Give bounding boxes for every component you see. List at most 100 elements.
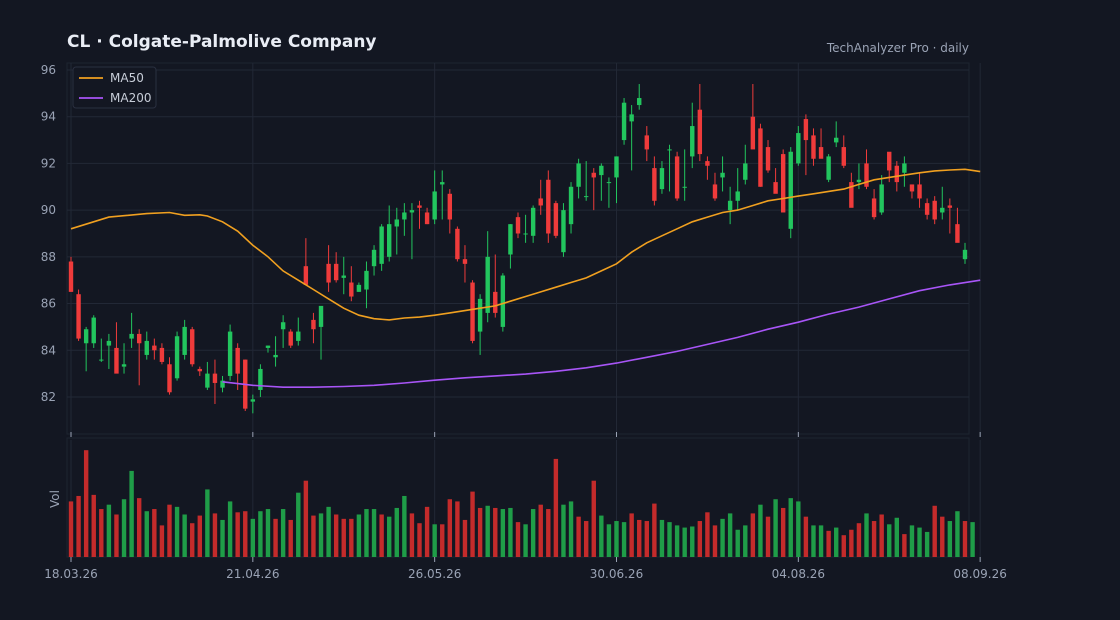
volume-bar	[500, 509, 506, 557]
candle-body	[394, 219, 399, 227]
candle-body	[553, 203, 559, 236]
candle-body	[121, 364, 127, 367]
candle	[902, 156, 907, 187]
candle	[152, 338, 157, 360]
candle-body	[887, 151, 892, 171]
volume-bar	[136, 498, 142, 557]
candle	[727, 186, 733, 225]
candle-body	[796, 133, 801, 164]
candle-body	[76, 294, 81, 339]
candle-body	[500, 275, 506, 327]
candle	[379, 224, 384, 271]
candle	[280, 315, 286, 348]
volume-bar	[591, 480, 596, 557]
candle	[220, 375, 225, 393]
candle-body	[788, 151, 793, 229]
y-tick-label: 88	[41, 250, 56, 264]
candle	[500, 273, 506, 332]
candle-body	[402, 212, 407, 220]
candle	[743, 144, 748, 185]
volume-bar	[644, 521, 649, 557]
volume-bar	[871, 521, 877, 557]
candle	[76, 289, 81, 341]
volume-bar	[288, 519, 293, 557]
volume-bar	[341, 518, 346, 557]
candle-body	[765, 147, 771, 171]
candle-body	[871, 198, 877, 218]
candle	[962, 242, 968, 264]
candle	[129, 312, 134, 348]
candle-body	[894, 165, 900, 183]
volume-bar	[220, 519, 225, 557]
candle	[432, 170, 437, 225]
volume-bar	[697, 521, 703, 557]
volume-bar	[826, 530, 831, 557]
volume-bar	[955, 511, 960, 557]
volume-bar	[924, 531, 930, 557]
candle-body	[182, 326, 187, 355]
candle	[553, 200, 559, 239]
candle-body	[568, 186, 574, 225]
candle	[205, 361, 210, 390]
candle	[470, 280, 475, 344]
chart-title: CL · Colgate-Palmolive Company	[67, 32, 377, 52]
candle	[871, 189, 877, 220]
candle	[167, 357, 172, 395]
volume-bar	[659, 519, 665, 557]
candle-body	[659, 168, 665, 190]
candle-body	[311, 319, 316, 330]
price-panel	[66, 62, 970, 435]
candle	[212, 359, 218, 404]
volume-bar	[394, 507, 399, 557]
volume-bar	[311, 515, 316, 557]
volume-bar	[152, 509, 157, 557]
candle-body	[576, 163, 581, 187]
candle-body	[621, 102, 627, 141]
volume-bar	[621, 522, 627, 557]
candle-body	[591, 172, 596, 178]
candle	[780, 149, 786, 213]
candle	[583, 161, 589, 201]
candle	[720, 156, 725, 192]
volume-bar	[834, 527, 839, 557]
candle-body	[470, 282, 475, 341]
candle-body	[750, 116, 756, 150]
volume-bar	[205, 489, 210, 557]
candle	[424, 207, 430, 225]
candle-body	[227, 331, 233, 376]
volume-bar	[235, 512, 240, 557]
candle	[955, 207, 960, 243]
volume-bar	[333, 514, 339, 557]
candle	[909, 184, 915, 199]
volume-bar	[796, 501, 801, 557]
volume-bar	[462, 519, 468, 557]
candle	[273, 336, 278, 367]
volume-bar	[530, 509, 536, 557]
candle-body	[758, 128, 763, 187]
candle-body	[530, 207, 536, 236]
candle-body	[364, 270, 369, 290]
volume-bar	[508, 507, 513, 557]
candle	[333, 252, 339, 283]
volume-bar	[629, 513, 634, 557]
volume-bar	[364, 509, 369, 557]
candle	[159, 343, 165, 365]
candle-body	[546, 179, 551, 234]
source-label: TechAnalyzer Pro · daily	[826, 41, 969, 55]
volume-bar	[727, 513, 733, 557]
volume-bar	[83, 450, 89, 557]
candle-body	[864, 163, 869, 187]
candle-body	[190, 329, 195, 365]
candle	[667, 144, 672, 192]
y-tick-label: 96	[41, 63, 56, 77]
candle	[523, 214, 528, 243]
candle-body	[91, 317, 96, 344]
candle-body	[523, 233, 528, 235]
volume-bar	[561, 504, 566, 557]
candle-body	[424, 212, 430, 225]
candle	[371, 245, 377, 276]
candle-body	[690, 126, 695, 157]
candle-body	[349, 282, 354, 297]
